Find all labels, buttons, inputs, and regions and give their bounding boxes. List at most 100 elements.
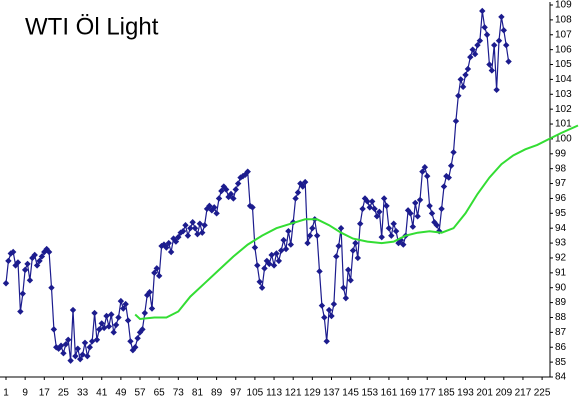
x-tick-label: 193 bbox=[457, 388, 474, 399]
point bbox=[74, 345, 81, 352]
point bbox=[373, 213, 381, 220]
point bbox=[151, 269, 158, 277]
point bbox=[505, 58, 512, 65]
point bbox=[29, 254, 36, 262]
point bbox=[304, 239, 311, 247]
point bbox=[57, 342, 65, 349]
point bbox=[50, 326, 58, 333]
y-tick-label: 101 bbox=[555, 119, 572, 130]
point bbox=[14, 259, 22, 266]
point bbox=[270, 262, 278, 269]
point bbox=[189, 219, 196, 226]
point bbox=[26, 277, 34, 284]
point bbox=[69, 306, 77, 314]
point bbox=[285, 227, 292, 235]
point bbox=[172, 238, 180, 245]
point bbox=[400, 241, 407, 248]
point bbox=[249, 204, 256, 211]
point bbox=[9, 248, 17, 256]
point bbox=[354, 254, 362, 262]
point bbox=[486, 61, 493, 68]
point bbox=[301, 178, 309, 186]
point bbox=[467, 53, 474, 61]
point bbox=[230, 195, 237, 202]
x-tick-label: 225 bbox=[534, 388, 551, 399]
point bbox=[175, 233, 182, 241]
point bbox=[457, 76, 464, 83]
point bbox=[62, 341, 70, 348]
y-tick-label: 107 bbox=[555, 29, 572, 40]
point bbox=[498, 13, 505, 21]
point bbox=[388, 232, 395, 239]
x-tick-label: 81 bbox=[192, 388, 204, 399]
point bbox=[182, 222, 189, 229]
point bbox=[392, 227, 400, 235]
point bbox=[141, 309, 149, 317]
x-tick-label: 217 bbox=[515, 388, 532, 399]
point bbox=[244, 168, 251, 175]
point bbox=[155, 272, 163, 280]
point bbox=[153, 265, 160, 272]
point bbox=[266, 260, 273, 268]
point bbox=[316, 268, 323, 275]
point bbox=[199, 229, 206, 236]
point bbox=[491, 41, 498, 49]
point bbox=[103, 312, 110, 320]
point bbox=[110, 329, 117, 336]
point bbox=[488, 67, 496, 74]
point bbox=[335, 242, 342, 250]
x-tick-label: 105 bbox=[247, 388, 264, 399]
point bbox=[5, 257, 12, 265]
point bbox=[48, 284, 55, 291]
point bbox=[86, 344, 93, 351]
point bbox=[165, 239, 172, 247]
x-tick-label: 201 bbox=[476, 388, 493, 399]
point bbox=[407, 210, 414, 217]
point bbox=[129, 347, 137, 354]
point bbox=[325, 306, 333, 314]
point bbox=[24, 260, 31, 268]
point bbox=[390, 220, 397, 227]
point bbox=[127, 338, 134, 345]
point bbox=[167, 248, 175, 256]
point bbox=[378, 233, 385, 241]
point bbox=[297, 180, 304, 187]
point bbox=[191, 225, 199, 232]
point bbox=[60, 349, 67, 357]
x-tick-label: 169 bbox=[400, 388, 417, 399]
point bbox=[349, 247, 357, 254]
point bbox=[21, 266, 29, 274]
point bbox=[493, 86, 500, 94]
point bbox=[215, 195, 223, 202]
x-tick-label: 137 bbox=[323, 388, 340, 399]
point bbox=[450, 149, 457, 156]
point bbox=[318, 302, 326, 309]
x-tick-label: 1 bbox=[3, 388, 9, 399]
x-tick-label: 129 bbox=[304, 388, 321, 399]
point bbox=[251, 244, 259, 251]
point bbox=[368, 198, 376, 205]
y-tick-label: 100 bbox=[555, 134, 572, 145]
point bbox=[163, 244, 170, 251]
point bbox=[330, 300, 338, 308]
point bbox=[79, 351, 86, 358]
point bbox=[333, 253, 340, 260]
point bbox=[294, 189, 302, 196]
point bbox=[278, 247, 285, 254]
x-tick-label: 9 bbox=[22, 388, 28, 399]
point bbox=[412, 199, 419, 207]
point bbox=[146, 288, 153, 296]
point bbox=[328, 312, 335, 320]
point bbox=[428, 210, 436, 217]
point bbox=[184, 232, 192, 239]
x-tick-label: 121 bbox=[285, 388, 302, 399]
point bbox=[323, 338, 330, 345]
point bbox=[187, 225, 194, 232]
point bbox=[148, 305, 156, 312]
point bbox=[139, 326, 146, 333]
y-tick-label: 89 bbox=[555, 297, 567, 308]
point bbox=[342, 294, 350, 302]
point bbox=[232, 186, 239, 193]
point bbox=[359, 205, 366, 213]
